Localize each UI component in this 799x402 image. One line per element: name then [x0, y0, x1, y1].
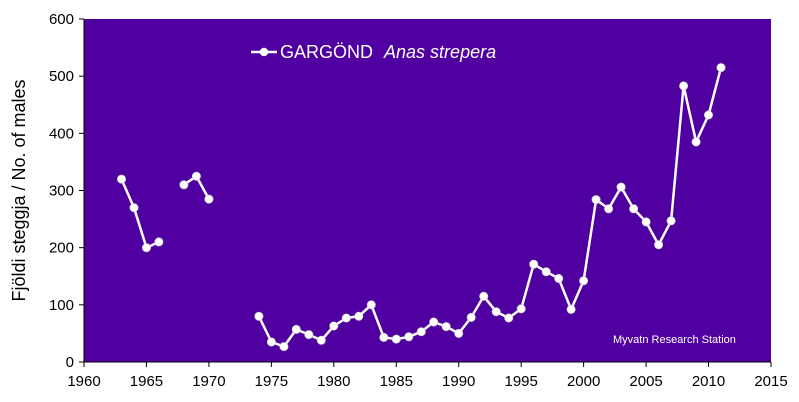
data-point [529, 259, 539, 269]
series-line-segment [120, 178, 160, 249]
data-point [491, 307, 501, 317]
y-tick-label: 100 [49, 297, 74, 314]
data-point [404, 332, 414, 342]
data-point [629, 204, 639, 214]
y-tick-label: 200 [49, 240, 74, 257]
data-point [354, 311, 364, 321]
x-axis: 1960 1965 1970 1975 1980 1985 1990 1995 2000 2005… [67, 361, 788, 390]
data-point [416, 327, 426, 337]
data-point [466, 312, 476, 322]
x-tick-label: 1965 [130, 373, 163, 390]
data-point [154, 237, 164, 247]
data-point [679, 81, 689, 91]
x-tick-label: 2015 [754, 373, 787, 390]
data-point [441, 322, 451, 332]
series-gargond [117, 63, 726, 352]
data-point [579, 276, 589, 286]
data-point [479, 291, 489, 301]
data-point [554, 273, 564, 283]
legend-label: GARGÖND Anas strepera [280, 42, 496, 62]
legend-name: GARGÖND [280, 42, 373, 62]
data-point [616, 182, 626, 192]
data-point [204, 194, 214, 204]
x-tick-label: 1995 [504, 373, 537, 390]
y-tick-label: 300 [49, 183, 74, 200]
x-tick-label: 1970 [192, 373, 225, 390]
data-point [291, 324, 301, 334]
plot-area [84, 19, 771, 362]
data-point [304, 330, 314, 340]
data-point [316, 335, 326, 345]
x-tick-label: 2005 [629, 373, 662, 390]
data-point [329, 321, 339, 331]
data-point [366, 300, 376, 310]
data-point [279, 342, 289, 352]
data-point [341, 313, 351, 323]
data-point [179, 180, 189, 190]
data-point [391, 334, 401, 344]
data-point [703, 110, 713, 120]
x-tick-label: 1985 [380, 373, 413, 390]
legend-latin-name: Anas strepera [383, 42, 496, 62]
data-point [516, 304, 526, 314]
data-point [129, 203, 139, 213]
data-point [379, 332, 389, 342]
data-point [654, 240, 664, 250]
data-point [716, 63, 726, 73]
data-point [604, 204, 614, 214]
data-point [266, 337, 276, 347]
x-tick-label: 1960 [67, 373, 100, 390]
data-point [117, 174, 127, 184]
legend: GARGÖND Anas strepera [251, 42, 496, 62]
data-point [429, 317, 439, 327]
legend-marker-swatch [259, 47, 269, 57]
data-point [691, 137, 701, 147]
data-point [254, 311, 264, 321]
y-tick-label: 400 [49, 125, 74, 142]
data-point [666, 216, 676, 226]
data-point [191, 171, 201, 181]
data-point [591, 195, 601, 205]
watermark-annotation: Myvatn Research Station [613, 334, 736, 346]
y-axis-label: Fjöldi steggja / No. of males [9, 79, 29, 301]
x-tick-label: 1990 [442, 373, 475, 390]
y-tick-label: 0 [66, 354, 74, 371]
data-point [641, 217, 651, 227]
data-point [142, 243, 152, 253]
x-tick-label: 1975 [255, 373, 288, 390]
y-axis: 0 100 200 300 400 500 600 [49, 11, 85, 371]
x-tick-label: 2000 [567, 373, 600, 390]
y-tick-label: 600 [49, 11, 74, 28]
data-point [541, 267, 551, 277]
x-tick-label: 2010 [692, 373, 725, 390]
data-point [504, 313, 514, 323]
data-point [454, 328, 464, 338]
data-point [566, 304, 576, 314]
y-tick-label: 500 [49, 68, 74, 85]
x-tick-label: 1980 [317, 373, 350, 390]
